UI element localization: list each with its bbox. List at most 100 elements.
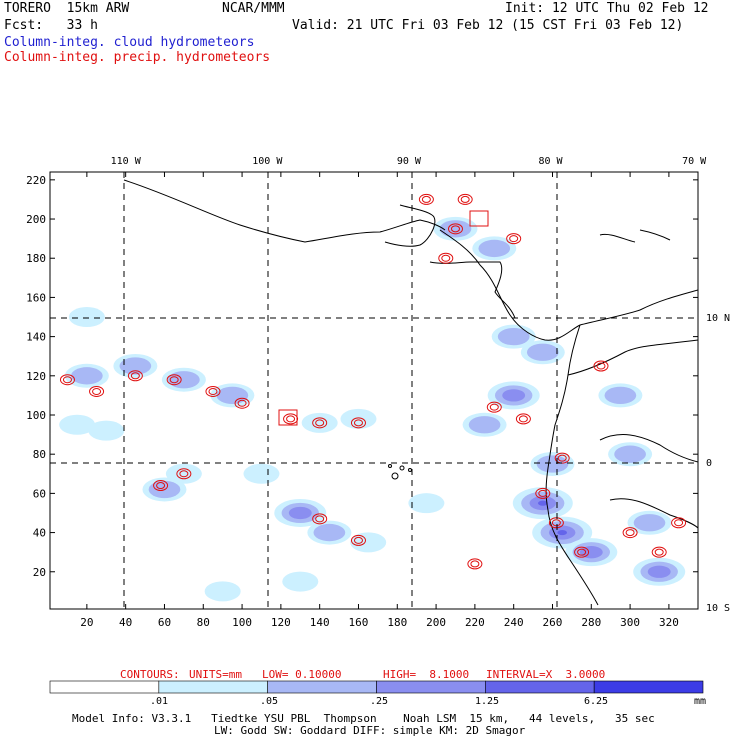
x-tick-label-40: 40 <box>119 616 132 629</box>
precip-contour-16 <box>535 487 551 499</box>
cloud-blob-22-level-2 <box>478 239 511 258</box>
cloud-blob-9-level-1 <box>243 463 280 484</box>
x-tick-label-80: 80 <box>197 616 210 629</box>
precip-contour-inner-3 <box>169 376 179 384</box>
precip-contour-inner-17 <box>551 519 561 527</box>
colorbar <box>49 680 704 694</box>
precip-contour-inner-23 <box>460 195 470 203</box>
cloud-blob-4-level-1 <box>301 412 338 433</box>
contour-interval: INTERVAL=X 3.0000 <box>486 668 606 681</box>
y-tick-label-60: 60 <box>33 487 46 500</box>
colorbar-unit: mm <box>694 696 707 707</box>
x-tick-label-20: 20 <box>80 616 93 629</box>
precip-contour-inner-2 <box>130 372 140 380</box>
lat-label: 0 <box>706 458 712 469</box>
lat-label: 10 N <box>706 313 730 324</box>
precip-contour-4 <box>205 385 221 397</box>
precip-contour-inner-5 <box>237 399 247 407</box>
lat-lon-grid <box>50 172 698 609</box>
precip-contour-10 <box>176 468 192 480</box>
max-box-north <box>469 210 489 227</box>
cloud-blob-24-level-2 <box>604 386 637 405</box>
cloud-blob-31-level-2 <box>526 343 559 361</box>
contour-high: HIGH= 8.1000 <box>383 668 470 681</box>
colorbar-segment-5 <box>593 680 704 694</box>
precip-contour-9 <box>153 480 169 492</box>
max-box-itcz <box>278 409 298 426</box>
cloud-blob-20-level-2 <box>633 514 666 532</box>
cloud-blob-11-level-2 <box>313 523 346 542</box>
legend-precip: Column-integ. precip. hydrometeors <box>4 50 271 65</box>
forecast-hour: Fcst: 33 h <box>4 18 98 33</box>
model-info: Model Info: V3.3.1 Tiedtke YSU PBL Thomp… <box>72 712 655 725</box>
precip-contour-inner-18 <box>577 548 587 556</box>
cloud-blob-30-level-2 <box>497 327 530 346</box>
cloud-blob-0-level-2 <box>71 367 103 385</box>
precip-contour-inner-20 <box>654 548 664 556</box>
precip-contour-inner-28 <box>470 560 480 568</box>
cloud-blob-25-level-2 <box>614 445 646 463</box>
precip-contours <box>59 193 687 570</box>
colorbar-segment-1 <box>158 680 268 694</box>
precip-contour-21 <box>671 517 687 529</box>
y-tick-label-80: 80 <box>33 448 46 461</box>
y-tick-label-40: 40 <box>33 527 46 540</box>
precip-contour-18 <box>574 546 590 558</box>
x-tick-label-100: 100 <box>232 616 252 629</box>
y-tick-label-220: 220 <box>26 174 46 187</box>
colorbar-segment-0 <box>49 680 160 694</box>
y-tick-label-20: 20 <box>33 566 46 579</box>
precip-contour-26 <box>593 360 609 372</box>
cloud-blob-28-level-1 <box>282 571 319 592</box>
precip-contour-0 <box>59 374 75 386</box>
lon-label: 100 W <box>252 156 283 167</box>
cloud-blob-15-level-2 <box>468 416 501 434</box>
cloud-blob-27-level-1 <box>204 581 241 602</box>
colorbar-segment-4 <box>485 680 595 694</box>
precip-contour-inner-11 <box>315 515 325 523</box>
x-tick-label-260: 260 <box>543 616 563 629</box>
x-tick-label-180: 180 <box>387 616 407 629</box>
precip-contour-inner-19 <box>625 529 635 537</box>
y-tick-label-140: 140 <box>26 331 46 344</box>
cloud-blob-8-level-1 <box>165 463 202 484</box>
init-time: Init: 12 UTC Thu 02 Feb 12 <box>505 1 709 16</box>
x-tick-label-280: 280 <box>581 616 601 629</box>
cloud-blob-6-level-1 <box>88 420 125 441</box>
physics-info: LW: Godd SW: Goddard DIFF: simple KM: 2D… <box>214 724 526 737</box>
precip-contour-24 <box>438 252 454 264</box>
cloud-blob-14-level-3 <box>502 389 526 402</box>
x-tick-label-160: 160 <box>349 616 369 629</box>
precip-contour-1 <box>89 385 105 397</box>
cloud-blob-18-level-4 <box>557 530 567 536</box>
contour-label: CONTOURS: <box>120 668 180 681</box>
precip-contour-inner-22 <box>450 225 460 233</box>
x-tick-label-240: 240 <box>504 616 524 629</box>
colorbar-label-1: .01 <box>150 696 169 707</box>
precip-contour-inner-16 <box>538 489 548 497</box>
precip-contour-5 <box>234 397 250 409</box>
precip-contour-12 <box>350 534 366 546</box>
precip-contour-17 <box>548 517 564 529</box>
precip-contour-inner-13 <box>489 403 499 411</box>
cloud-blob-7-level-1 <box>59 414 96 435</box>
precip-contour-inner-24 <box>441 254 451 262</box>
precip-contour-inner-6 <box>286 415 296 423</box>
precip-contour-7 <box>312 417 328 429</box>
precip-contour-19 <box>622 527 638 539</box>
precip-contour-inner-1 <box>92 387 102 395</box>
precip-contour-28 <box>467 558 483 570</box>
cloud-blob-26-level-1 <box>408 493 445 514</box>
precip-contour-23 <box>457 193 473 205</box>
precip-contour-25 <box>506 233 522 245</box>
lon-label: 110 W <box>111 156 142 167</box>
precip-contour-inner-15 <box>557 454 567 462</box>
org-label: NCAR/MMM <box>222 1 285 16</box>
model-title: TORERO 15km ARW <box>4 1 130 16</box>
y-tick-label-200: 200 <box>26 213 46 226</box>
cloud-blob-21-level-3 <box>647 565 671 578</box>
x-tick-label-120: 120 <box>271 616 291 629</box>
colorbar-label-2: .05 <box>260 696 279 707</box>
lat-label: 10 S <box>706 603 730 614</box>
precip-contour-27 <box>418 193 434 205</box>
